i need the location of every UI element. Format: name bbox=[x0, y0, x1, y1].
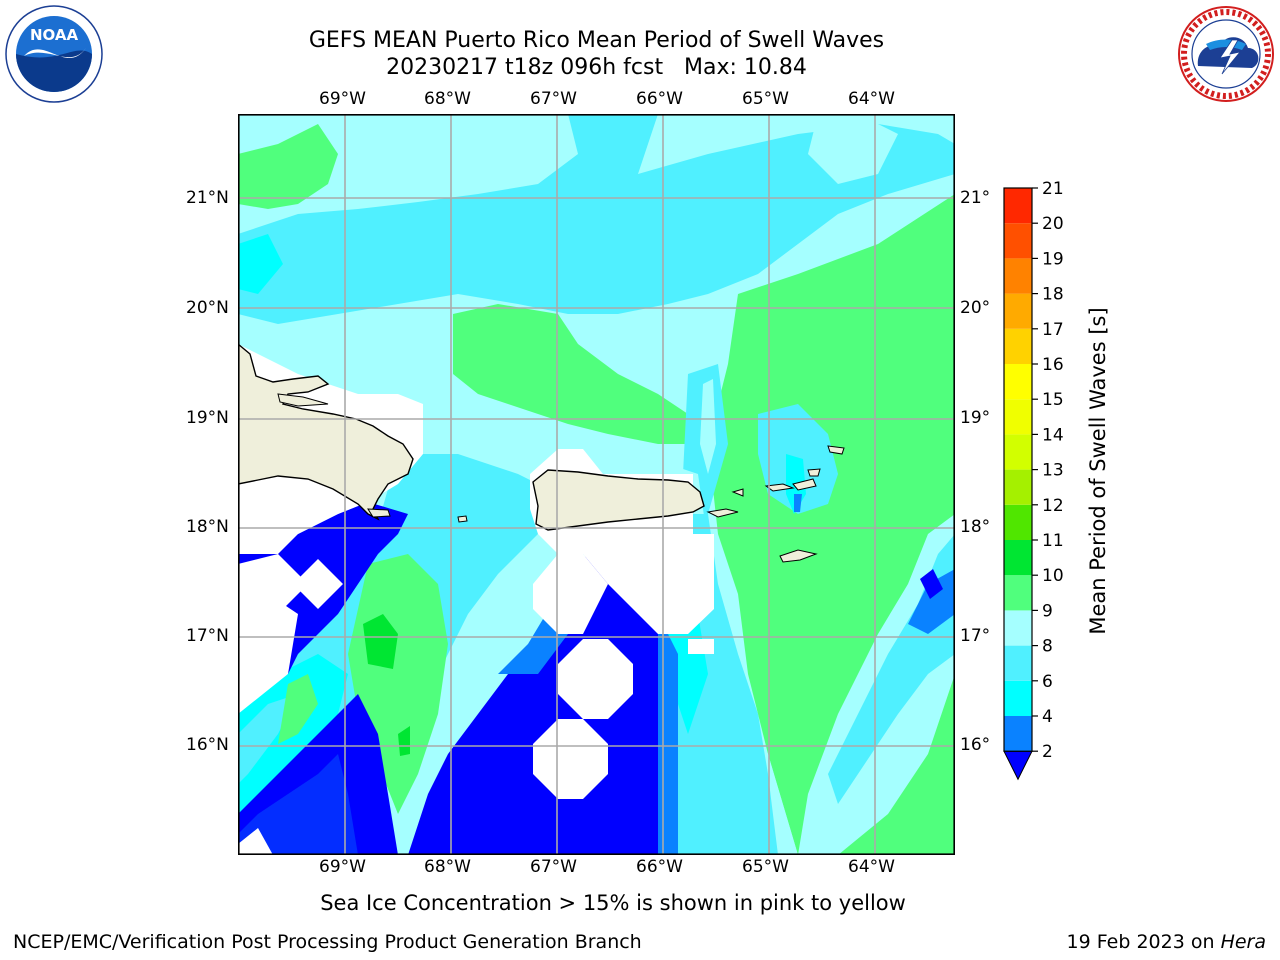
map-panel bbox=[238, 114, 955, 855]
colorbar-tick-label: 20 bbox=[1042, 214, 1064, 234]
colorbar-tick-label: 4 bbox=[1042, 707, 1053, 727]
lon-label-bottom-65w: 65°W bbox=[742, 857, 789, 877]
lon-label-top-66w: 66°W bbox=[636, 89, 683, 109]
lat-label-left-18n: 18°N bbox=[186, 517, 229, 537]
colorbar-segment-15-16 bbox=[1004, 364, 1032, 400]
lon-label-top-68w: 68°W bbox=[424, 89, 471, 109]
colorbar-segment-9-10 bbox=[1004, 575, 1032, 611]
colorbar-segment-6-8 bbox=[1004, 645, 1032, 681]
colorbar-segment-12-13 bbox=[1004, 469, 1032, 505]
colorbar-tick-label: 14 bbox=[1042, 425, 1064, 445]
lon-label-bottom-69w: 69°W bbox=[319, 857, 366, 877]
colorbar-segment-2-4 bbox=[1004, 716, 1032, 752]
lon-label-bottom-68w: 68°W bbox=[424, 857, 471, 877]
lon-label-top-69w: 69°W bbox=[319, 89, 366, 109]
machine-name: Hera bbox=[1220, 931, 1266, 953]
map-plot bbox=[238, 114, 955, 855]
colorbar-segment-16-17 bbox=[1004, 328, 1032, 364]
lon-label-top-65w: 65°W bbox=[742, 89, 789, 109]
sea-ice-note: Sea Ice Concentration > 15% is shown in … bbox=[320, 891, 906, 915]
lat-label-left-20n: 20°N bbox=[186, 298, 229, 318]
colorbar-segment-11-12 bbox=[1004, 504, 1032, 540]
colorbar-tick-label: 17 bbox=[1042, 320, 1064, 340]
colorbar-tick-label: 16 bbox=[1042, 355, 1064, 375]
lon-label-bottom-67w: 67°W bbox=[530, 857, 577, 877]
lon-label-bottom-64w: 64°W bbox=[848, 857, 895, 877]
colorbar-tick-label: 12 bbox=[1042, 496, 1064, 516]
lat-label-left-16n: 16°N bbox=[186, 735, 229, 755]
lon-label-top-67w: 67°W bbox=[530, 89, 577, 109]
noaa-logo: NOAA bbox=[4, 4, 104, 104]
colorbar-tick-label: 19 bbox=[1042, 249, 1064, 269]
lon-label-top-64w: 64°W bbox=[848, 89, 895, 109]
nws-logo bbox=[1176, 4, 1276, 104]
colorbar-segment-4-6 bbox=[1004, 680, 1032, 716]
colorbar-extend-min bbox=[1003, 750, 1033, 781]
colorbar-tick-label: 9 bbox=[1042, 601, 1053, 621]
field-lt4-central bbox=[408, 554, 678, 855]
noaa-logo-text: NOAA bbox=[30, 26, 79, 44]
colorbar-svg: 2 4 6 8 9 10 11 12 13 14 15 16 17 18 19 20 21 bbox=[1003, 180, 1064, 781]
colorbar-tick-label: 18 bbox=[1042, 285, 1064, 305]
colorbar-segment-13-14 bbox=[1004, 434, 1032, 470]
date-stamp: 19 Feb 2023 on Hera bbox=[1067, 931, 1266, 953]
lon-label-bottom-66w: 66°W bbox=[636, 857, 683, 877]
gridlines bbox=[238, 114, 955, 855]
land-puerto-rico bbox=[532, 469, 705, 531]
field-9-10-central bbox=[453, 304, 708, 444]
colorbar-tick-label: 2 bbox=[1042, 742, 1053, 762]
date-text: 19 Feb 2023 on bbox=[1066, 931, 1215, 953]
field-6-8-north bbox=[238, 114, 955, 324]
colorbar-segment-19-20 bbox=[1004, 223, 1032, 259]
lat-label-left-19n: 19°N bbox=[186, 408, 229, 428]
colorbar-tick-label: 21 bbox=[1042, 180, 1064, 199]
colorbar-segment-8-9 bbox=[1004, 610, 1032, 646]
title-line-1: GEFS MEAN Puerto Rico Mean Period of Swe… bbox=[308, 28, 885, 53]
field-9-10-nw bbox=[238, 124, 338, 209]
colorbar-tick-label: 8 bbox=[1042, 637, 1053, 657]
colorbar-tick-label: 6 bbox=[1042, 672, 1053, 692]
colorbar-segment-20-21 bbox=[1004, 188, 1032, 224]
colorbar-segment-18-19 bbox=[1004, 258, 1032, 294]
colorbar-tick-label: 10 bbox=[1042, 566, 1064, 586]
colorbar-tick-label: 13 bbox=[1042, 461, 1064, 481]
lat-label-left-21n: 21°N bbox=[186, 188, 229, 208]
colorbar-tick-label: 15 bbox=[1042, 390, 1064, 410]
land-hispaniola bbox=[238, 343, 414, 521]
credit-text: NCEP/EMC/Verification Post Processing Pr… bbox=[13, 931, 642, 953]
colorbar: 2 4 6 8 9 10 11 12 13 14 15 16 17 18 19 20 21 bbox=[990, 180, 1070, 790]
colorbar-segment-10-11 bbox=[1004, 540, 1032, 576]
colorbar-label: Mean Period of Swell Waves [s] bbox=[1086, 307, 1110, 635]
colorbar-segment-14-15 bbox=[1004, 399, 1032, 435]
map-frame bbox=[238, 114, 955, 855]
colorbar-segment-17-18 bbox=[1004, 293, 1032, 329]
colorbar-tick-label: 11 bbox=[1042, 531, 1064, 551]
lat-label-left-17n: 17°N bbox=[186, 626, 229, 646]
title-line-2: 20230217 t18z 096h fcst Max: 10.84 bbox=[386, 55, 807, 80]
